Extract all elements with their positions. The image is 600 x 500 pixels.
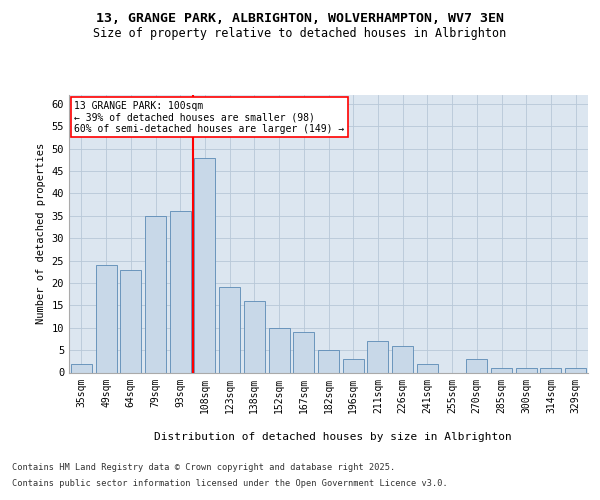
Bar (516, 368, 537, 372)
Bar (541, 368, 562, 372)
Text: 13 GRANGE PARK: 100sqm
← 39% of detached houses are smaller (98)
60% of semi-det: 13 GRANGE PARK: 100sqm ← 39% of detached… (74, 100, 344, 134)
Bar (120, 270, 141, 372)
Bar (170, 212, 191, 372)
Bar (367, 341, 388, 372)
Bar (95, 265, 116, 372)
Bar (565, 368, 586, 372)
Bar (244, 301, 265, 372)
Bar (219, 288, 240, 372)
Text: Contains HM Land Registry data © Crown copyright and database right 2025.: Contains HM Land Registry data © Crown c… (12, 464, 395, 472)
Bar (293, 332, 314, 372)
Bar (194, 158, 215, 372)
Bar (491, 368, 512, 372)
Bar (145, 216, 166, 372)
Y-axis label: Number of detached properties: Number of detached properties (36, 143, 46, 324)
Text: Distribution of detached houses by size in Albrighton: Distribution of detached houses by size … (154, 432, 512, 442)
Bar (71, 364, 92, 372)
Text: Size of property relative to detached houses in Albrighton: Size of property relative to detached ho… (94, 28, 506, 40)
Text: Contains public sector information licensed under the Open Government Licence v3: Contains public sector information licen… (12, 478, 448, 488)
Bar (343, 359, 364, 372)
Text: 13, GRANGE PARK, ALBRIGHTON, WOLVERHAMPTON, WV7 3EN: 13, GRANGE PARK, ALBRIGHTON, WOLVERHAMPT… (96, 12, 504, 26)
Bar (269, 328, 290, 372)
Bar (318, 350, 339, 372)
Bar (466, 359, 487, 372)
Bar (417, 364, 438, 372)
Bar (392, 346, 413, 372)
